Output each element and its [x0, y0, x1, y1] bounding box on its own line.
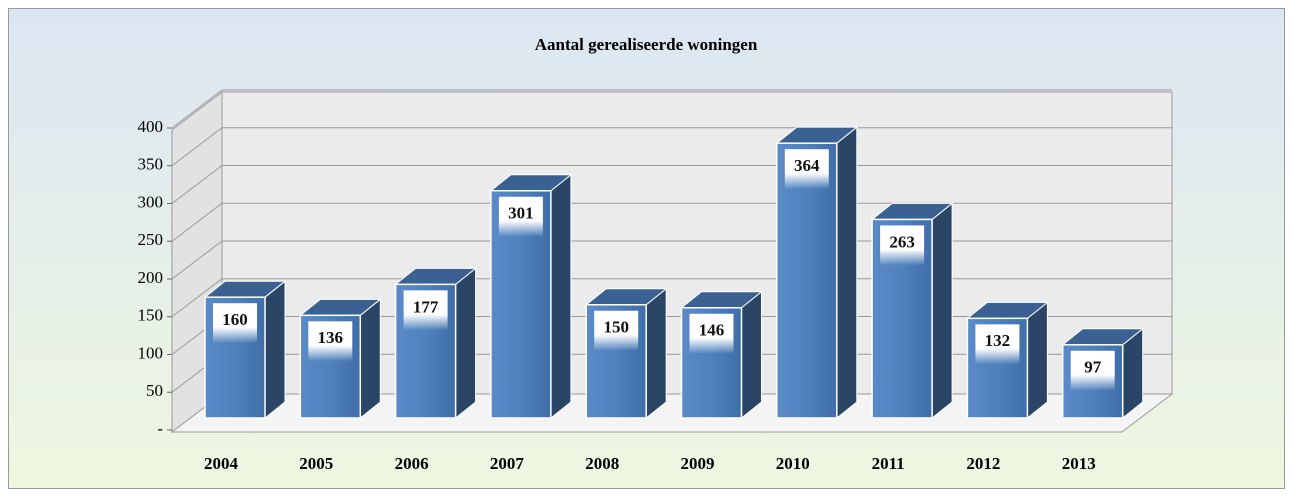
y-tick-label: 50 [146, 381, 163, 400]
data-label: 97 [1084, 358, 1102, 377]
x-tick-label: 2009 [681, 454, 715, 473]
bar-side [836, 126, 858, 420]
data-label-box [784, 149, 829, 190]
x-tick-label: 2013 [1062, 454, 1096, 473]
data-label-box [880, 225, 925, 266]
data-label-box [1070, 350, 1115, 391]
data-label-box [213, 303, 257, 344]
y-tick-label: 100 [138, 343, 164, 362]
data-label-box [403, 290, 448, 331]
data-label-box [689, 313, 734, 354]
x-tick-label: 2005 [299, 454, 333, 473]
data-label: 364 [794, 156, 820, 175]
y-tick-label: 350 [138, 155, 164, 174]
bar-side [264, 280, 286, 420]
x-tick-label: 2011 [872, 454, 905, 473]
data-label: 160 [222, 310, 248, 329]
bar-side [550, 173, 572, 420]
y-tick-label: 200 [138, 268, 164, 287]
y-tick-label: - [157, 419, 163, 438]
x-tick-label: 2004 [204, 454, 239, 473]
x-tick-label: 2007 [490, 454, 525, 473]
data-label-box [308, 321, 353, 362]
bar-side [1026, 301, 1048, 420]
data-label: 146 [699, 321, 725, 340]
bar-side [455, 267, 477, 420]
x-tick-label: 2008 [585, 454, 619, 473]
data-label: 301 [508, 204, 534, 223]
grid-line [171, 89, 1172, 129]
bar-side [741, 290, 762, 420]
y-tick-label: 150 [138, 306, 164, 325]
data-label: 150 [603, 318, 629, 337]
data-label: 263 [889, 232, 915, 251]
bar-side [931, 202, 953, 420]
y-tick-label: 400 [138, 117, 164, 136]
bar-side [359, 298, 381, 420]
x-tick-label: 2010 [776, 454, 810, 473]
data-label: 177 [413, 297, 439, 316]
y-tick-label: 300 [138, 192, 164, 211]
data-label: 132 [985, 331, 1011, 350]
data-label-box [498, 196, 543, 237]
x-tick-label: 2006 [395, 454, 429, 473]
y-tick-label: 250 [138, 230, 164, 249]
data-label-box [975, 324, 1020, 365]
x-tick-label: 2012 [966, 454, 1000, 473]
bar-side [645, 287, 667, 420]
chart-title: Aantal gerealiseerde woningen [535, 35, 758, 54]
data-label: 136 [318, 328, 344, 347]
data-label-box [594, 310, 639, 351]
